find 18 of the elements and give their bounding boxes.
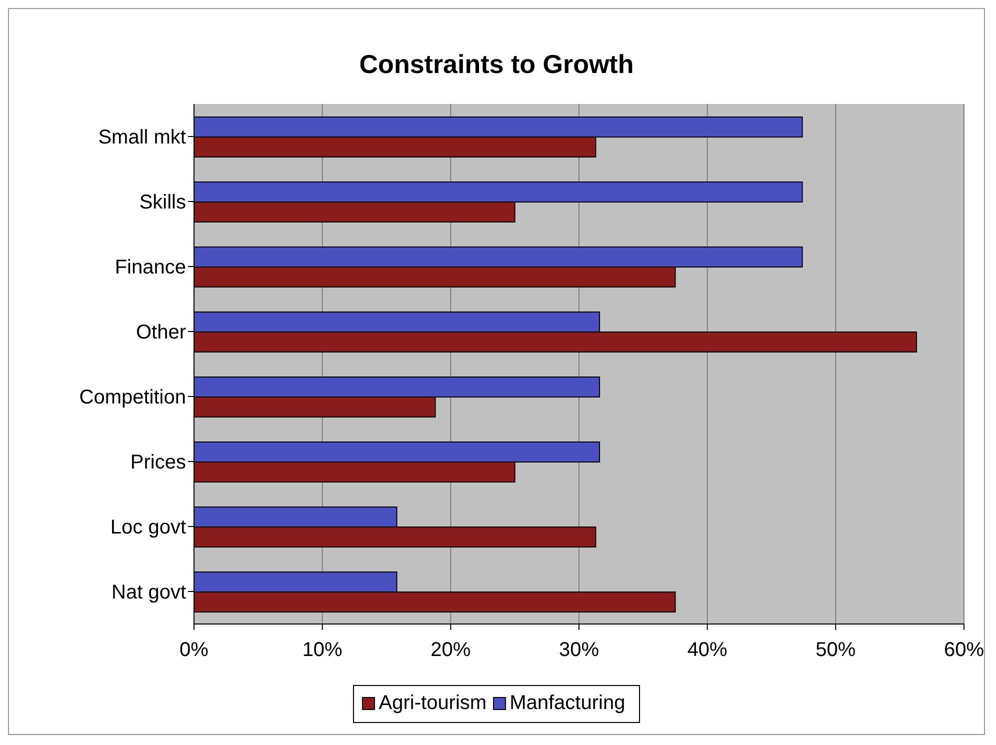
y-tick-label: Finance	[114, 256, 186, 279]
y-tick-label: Skills	[139, 192, 186, 214]
x-tick-label: 60%	[944, 639, 984, 662]
y-tick-label: Competition	[79, 386, 186, 409]
x-tick-label: 40%	[687, 639, 728, 662]
y-tick-label: Nat govt	[112, 582, 186, 604]
x-tick-label: 30%	[558, 639, 600, 662]
chart-title: Constraints to Growth	[358, 48, 635, 81]
x-tick-label: 50%	[816, 639, 856, 662]
y-tick-label: Prices	[130, 452, 186, 474]
legend-label: Manfacturing	[510, 692, 626, 715]
legend-label: Agri-tourism	[378, 692, 487, 715]
x-tick-label: 10%	[302, 639, 343, 662]
y-tick-label: Small mkt	[98, 126, 186, 149]
y-tick-label: Other	[136, 322, 186, 344]
y-tick-label: Loc govt	[110, 516, 186, 539]
x-tick-label: 20%	[430, 639, 471, 662]
x-tick-label: 0%	[180, 639, 209, 662]
